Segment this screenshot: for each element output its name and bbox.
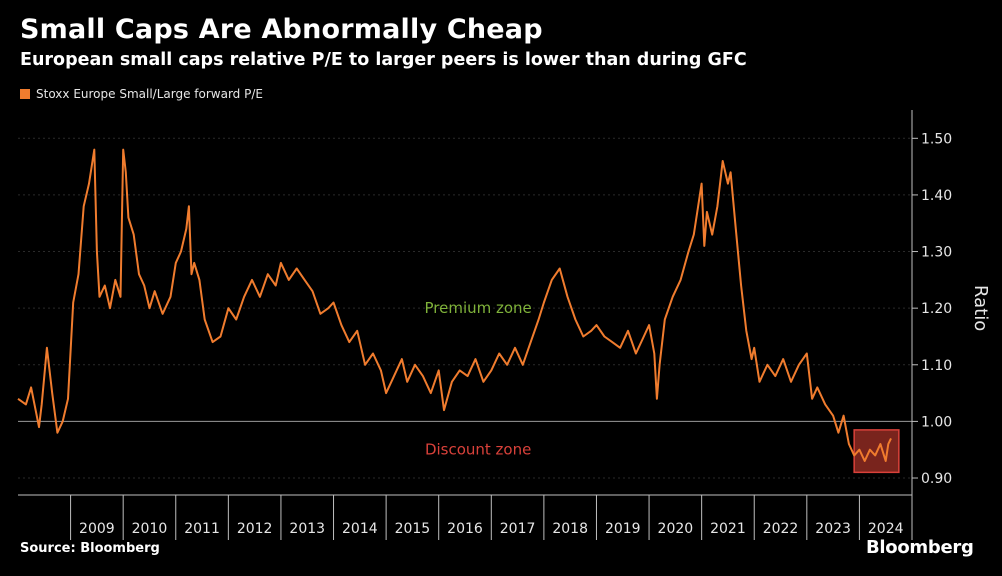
x-tick-label: 2013 <box>289 521 325 537</box>
grid-lines <box>18 137 912 479</box>
x-axis-ticks: 2009 2010 2011 2012 2013 2014 2015 2016 2017 2018… <box>79 521 904 537</box>
x-tick-label: 2010 <box>132 521 168 537</box>
x-tick-label: 2012 <box>237 521 273 537</box>
x-tick-label: 2024 <box>868 521 904 537</box>
x-tick-label: 2017 <box>500 521 536 537</box>
legend-label: Stoxx Europe Small/Large forward P/E <box>36 87 263 101</box>
x-tick-label: 2016 <box>447 521 483 537</box>
legend-swatch <box>20 89 30 99</box>
page-title: Small Caps Are Abnormally Cheap <box>20 14 543 45</box>
page-subtitle: European small caps relative P/E to larg… <box>20 50 747 70</box>
premium-zone-label: Premium zone <box>424 299 531 317</box>
y-axis-label: Ratio <box>970 285 991 331</box>
x-tick-label: 2020 <box>658 521 694 537</box>
x-tick-label: 2015 <box>395 521 431 537</box>
series-line <box>17 148 892 462</box>
y-tick-label: 0.90 <box>921 471 952 487</box>
x-tick-label: 2009 <box>79 521 115 537</box>
x-tick-label: 2011 <box>184 521 220 537</box>
axes <box>18 110 913 540</box>
y-tick-label: 1.50 <box>921 131 952 147</box>
y-tick-label: 1.00 <box>921 414 952 430</box>
discount-zone-label: Discount zone <box>425 441 531 459</box>
x-tick-label: 2022 <box>763 521 799 537</box>
x-tick-label: 2019 <box>605 521 641 537</box>
x-tick-label: 2021 <box>710 521 746 537</box>
source-note: Source: Bloomberg <box>20 541 160 556</box>
y-axis-ticks: 0.90 1.00 1.10 1.20 1.30 1.40 1.50 <box>912 131 952 487</box>
x-tick-label: 2018 <box>552 521 588 537</box>
y-tick-label: 1.20 <box>921 301 952 317</box>
x-tick-label: 2014 <box>342 521 378 537</box>
x-tick-label: 2023 <box>815 521 851 537</box>
y-tick-label: 1.10 <box>921 358 952 374</box>
chart-legend: Stoxx Europe Small/Large forward P/E <box>20 87 263 101</box>
bloomberg-logo: Bloomberg <box>866 537 974 558</box>
y-tick-label: 1.30 <box>921 245 952 261</box>
y-tick-label: 1.40 <box>921 188 952 204</box>
